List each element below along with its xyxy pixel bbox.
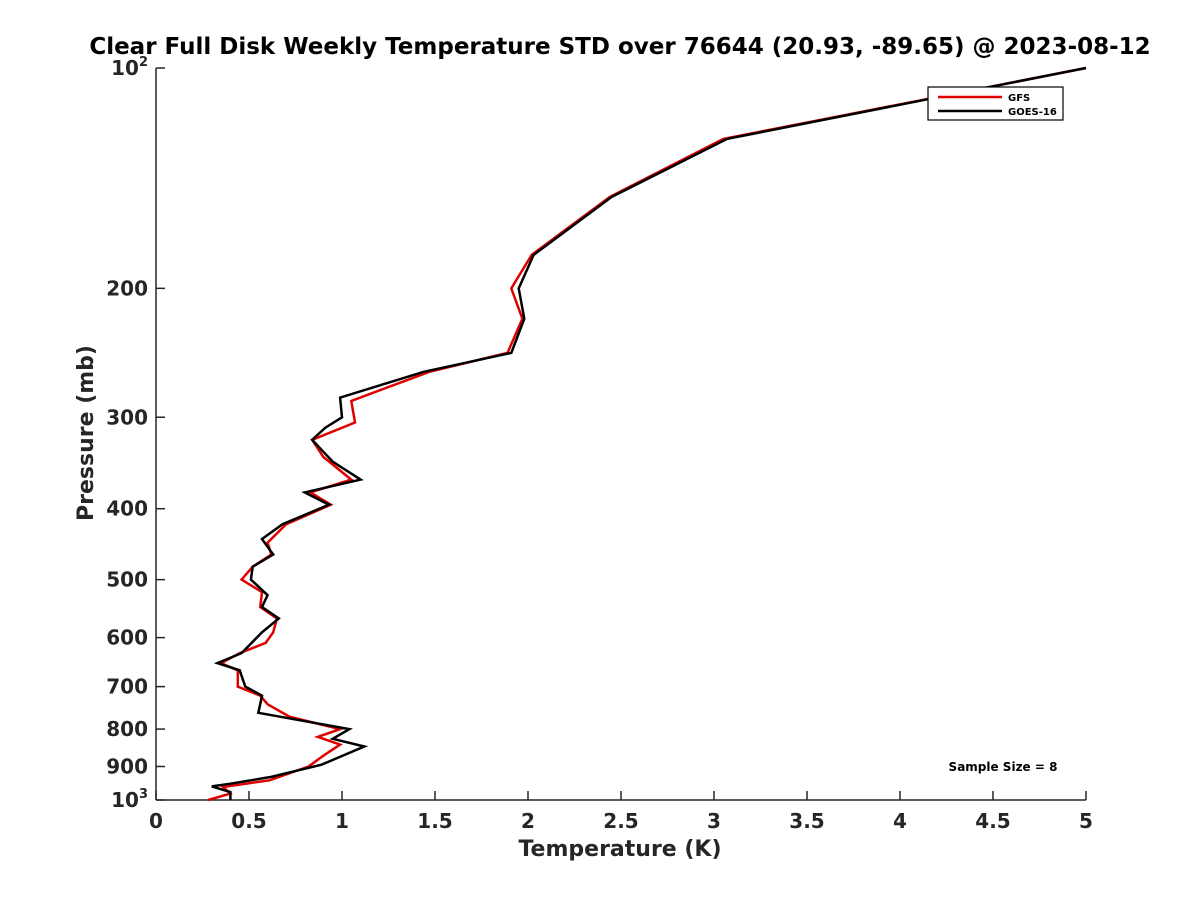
x-tick-label: 2.5 (603, 809, 638, 833)
y-tick-label: 300 (106, 405, 148, 429)
x-tick-label: 5 (1079, 809, 1093, 833)
series-layer (207, 66, 1087, 802)
legend: GFS GOES-16 (927, 86, 1064, 121)
sample-size-annotation: Sample Size = 8 (949, 760, 1058, 774)
x-tick-label: 1 (335, 809, 349, 833)
y-tick-label: 500 (106, 568, 148, 592)
y-tick-label: 200 (106, 276, 148, 300)
x-tick-label: 4 (893, 809, 907, 833)
y-tick-label: 103 (111, 787, 148, 812)
y-tick-label: 800 (106, 717, 148, 741)
legend-box (927, 86, 1064, 121)
axes: 0 0.5 1 1.5 2 2.5 3 3.5 4 4.5 5 102 200 300 400 500 600 7… (106, 55, 1093, 833)
x-tick-label: 2 (521, 809, 535, 833)
y-axis-label: Pressure (mb) (74, 345, 99, 521)
legend-label-goes16: GOES-16 (1008, 107, 1057, 118)
x-tick-label: 3.5 (789, 809, 824, 833)
x-axis-label: Temperature (K) (518, 837, 721, 862)
x-tick-label: 3 (707, 809, 721, 833)
x-tick-label: 0.5 (231, 809, 266, 833)
y-tick-label: 102 (111, 55, 148, 80)
chart-title: Clear Full Disk Weekly Temperature STD o… (89, 34, 1150, 60)
x-tick-label: 1.5 (417, 809, 452, 833)
y-tick-label: 900 (106, 755, 148, 779)
y-tick-label: 400 (106, 497, 148, 521)
y-tick-label: 700 (106, 675, 148, 699)
legend-label-gfs: GFS (1008, 93, 1030, 104)
x-tick-label: 0 (149, 809, 163, 833)
series-line-goes16 (211, 66, 1087, 800)
x-tick-label: 4.5 (975, 809, 1010, 833)
y-tick-label: 600 (106, 626, 148, 650)
